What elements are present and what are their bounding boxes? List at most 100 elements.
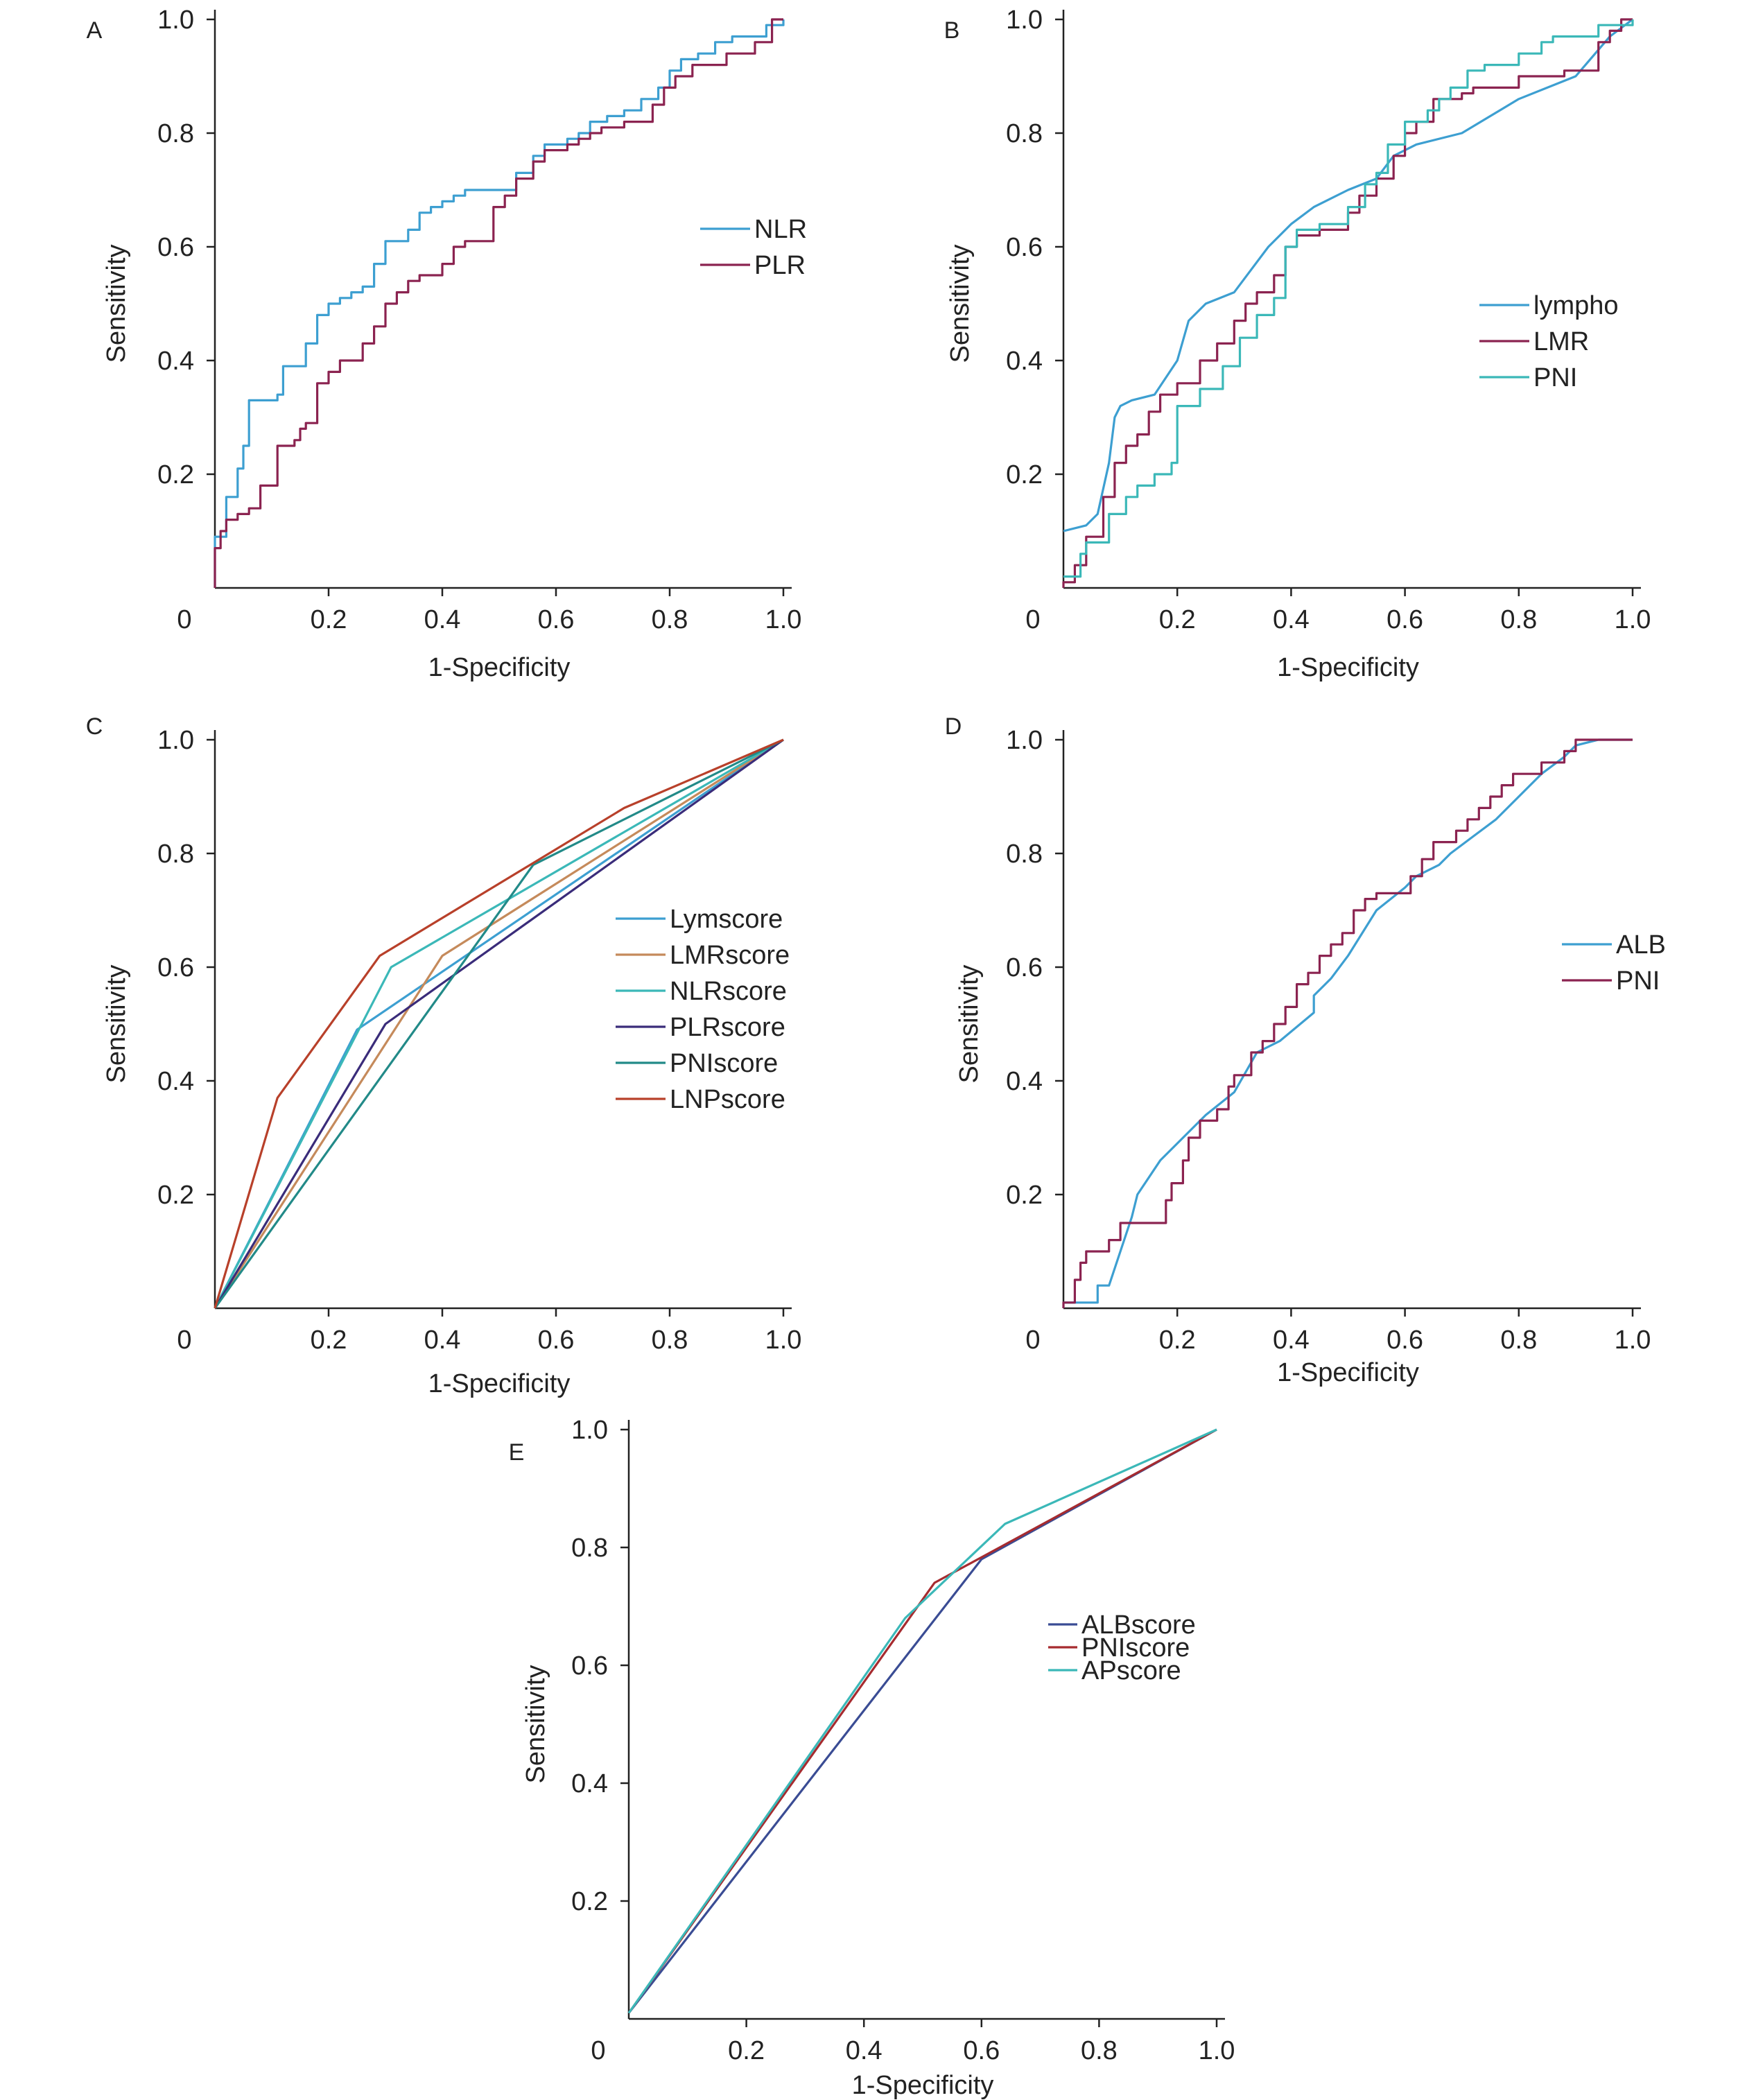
y-axis-label: Sensitivity [946,244,975,363]
panel-c: C 0 0.2 0.4 0.6 0.8 1.0 0.2 0.4 0.6 0.8 1.0 1-Specif… [86,713,802,1398]
panel-letter: C [86,713,103,740]
x-tick-label: 0.4 [424,605,461,634]
y-tick-label: 0.4 [571,1769,608,1798]
legend: Lymscore LMRscore NLRscore PLRscore PNIscore… [616,905,790,1114]
x-tick-label: 0.4 [424,1326,461,1355]
legend-label: LMR [1533,327,1589,356]
y-axis-label: Sensitivity [102,244,131,363]
y-tick-label: 0.6 [571,1651,608,1681]
x-axis-label: 1-Specificity [852,2071,994,2100]
y-tick-label: 1.0 [571,1416,608,1445]
legend-label: PLRscore [670,1013,785,1042]
y-tick-label: 0.6 [1006,233,1043,262]
x-tick-label: 1.0 [1199,2036,1235,2065]
legend: lympho LMR PNI [1479,291,1619,392]
legend-label: NLR [754,215,807,244]
y-tick-label: 0.2 [1006,1181,1043,1210]
panel-a: A 0 0.2 0.4 0.6 0.8 1.0 0.2 0.4 0.6 0.8 1.0 1-Specif… [87,6,807,682]
y-tick-label: 0.8 [157,119,194,148]
y-tick-label: 0.8 [1006,119,1043,148]
legend-label: APscore [1081,1656,1181,1685]
series-line-pniscore [627,1428,1217,2014]
legend-label: LMRscore [670,941,790,970]
x-tick-label: 0 [1025,605,1040,634]
y-tick-label: 0.6 [1006,953,1043,982]
y-tick-label: 1.0 [157,6,194,35]
x-tick-label: 1.0 [1615,605,1651,634]
series-line-pniscore [214,738,784,1309]
y-axis-label: Sensitivity [521,1665,550,1783]
panel-letter: E [509,1439,525,1466]
legend-label: LNPscore [670,1085,785,1114]
y-tick-label: 0.2 [1006,460,1043,489]
panel-letter: D [945,713,962,740]
series-line-nlrscore [214,738,784,1309]
y-tick-label: 0.2 [157,1181,194,1210]
x-axis-label: 1-Specificity [428,1369,571,1398]
panel-e: E 0 0.2 0.4 0.6 0.8 1.0 0.2 0.4 0.6 0.8 1.0 1-Specif… [509,1416,1235,2100]
x-tick-label: 0.2 [728,2036,765,2065]
y-tick-label: 0.4 [1006,1067,1043,1096]
x-tick-label: 1.0 [765,1326,802,1355]
legend-label: PNI [1533,363,1577,392]
x-tick-label: 0.6 [538,605,575,634]
y-tick-label: 0.4 [157,347,194,376]
x-tick-label: 0.6 [1387,605,1423,634]
y-tick-label: 0.8 [1006,840,1043,869]
x-tick-label: 0.2 [311,1326,347,1355]
legend-label: PNI [1616,966,1660,996]
legend-label: PNIscore [1081,1633,1190,1663]
x-tick-label: 0.2 [1159,1326,1196,1355]
x-tick-label: 0 [177,1326,191,1355]
x-tick-label: 1.0 [765,605,802,634]
x-tick-label: 0.6 [1387,1326,1423,1355]
legend: ALB PNI [1562,930,1666,996]
panel-letter: B [944,17,960,44]
x-tick-label: 0.4 [846,2036,883,2065]
series-line-nlr [214,19,785,588]
x-tick-label: 0.4 [1273,1326,1310,1355]
y-tick-label: 1.0 [157,726,194,755]
x-tick-label: 0.6 [538,1326,575,1355]
series-line-lnpscore [214,738,784,1309]
series-line-lympho [1063,18,1633,532]
y-tick-label: 1.0 [1006,6,1043,35]
x-tick-label: 0.4 [1273,605,1310,634]
x-tick-label: 0.8 [652,605,688,634]
panel-b: B 0 0.2 0.4 0.6 0.8 1.0 0.2 0.4 0.6 0.8 1.0 1-Specif… [944,6,1651,682]
series-line-plr [214,18,783,588]
legend-label: PNIscore [670,1049,778,1078]
y-axis-label: Sensitivity [102,964,131,1083]
x-axis-label: 1-Specificity [1277,653,1419,682]
x-tick-label: 0.8 [1081,2036,1118,2065]
y-tick-label: 0.8 [157,840,194,869]
y-tick-label: 0.2 [157,460,194,489]
y-tick-label: 1.0 [1006,726,1043,755]
series-line-apscore [627,1428,1217,2014]
x-tick-label: 0 [1025,1326,1040,1355]
series-line-pni [1063,19,1634,578]
series-line-plrscore [214,738,784,1309]
y-axis-label: Sensitivity [955,964,984,1083]
x-tick-label: 1.0 [1615,1326,1651,1355]
y-tick-label: 0.4 [157,1067,194,1096]
series-line-albscore [627,1428,1217,2014]
x-axis-label: 1-Specificity [428,653,571,682]
legend-label: lympho [1533,291,1619,320]
legend-label: ALBscore [1081,1611,1196,1640]
x-axis-label: 1-Specificity [1277,1358,1419,1387]
x-tick-label: 0.8 [1500,1326,1537,1355]
legend-label: PLR [754,251,806,280]
panel-letter: A [87,17,103,44]
series-line-lmrscore [214,738,784,1309]
panel-d: D 0 0.2 0.4 0.6 0.8 1.0 0.2 0.4 0.6 0.8 1.0 1-Specif… [945,713,1666,1387]
legend-label: NLRscore [670,977,787,1006]
legend: NLR PLR [700,215,807,280]
x-tick-label: 0.2 [311,605,347,634]
x-tick-label: 0.8 [1500,605,1537,634]
y-tick-label: 0.6 [157,233,194,262]
x-tick-label: 0.2 [1159,605,1196,634]
x-tick-label: 0.6 [963,2036,1000,2065]
